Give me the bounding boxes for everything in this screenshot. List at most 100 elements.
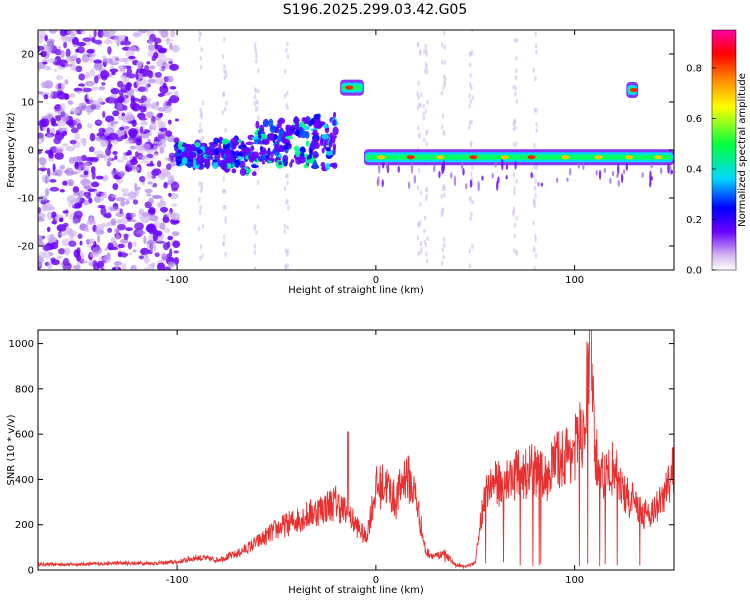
spectrogram-noise-cell: [68, 240, 77, 247]
tone-peak: [561, 155, 570, 160]
spectrogram-noise-cell: [38, 156, 46, 163]
y-tick-label: 20: [21, 50, 34, 61]
spectrogram-streak-cell: [198, 209, 202, 215]
tone-peak: [629, 88, 638, 92]
spectrogram-noise-cell: [167, 119, 172, 125]
spectrogram-noise-cell: [164, 130, 173, 137]
spectrogram-noise-cell: [108, 132, 119, 140]
spectrogram-noise-cell: [101, 174, 109, 181]
colorbar-label: Normalized spectral amplitude: [737, 73, 748, 227]
spectrogram-noise-cell: [124, 36, 129, 42]
spectrogram-streak-cell: [254, 266, 257, 270]
spectrogram-spike-cell: [450, 172, 453, 179]
spectrogram-streak-cell: [424, 108, 428, 114]
spectrogram-noise-cell: [49, 179, 57, 183]
spectrogram-streak-cell: [287, 205, 290, 211]
spectrogram-noise-cell: [70, 127, 79, 134]
spectrogram-noise-cell: [138, 255, 145, 260]
spectrogram-noise-cell: [154, 71, 162, 78]
spectrogram-streak-cell: [469, 119, 472, 125]
spectrogram-noise-cell: [125, 198, 130, 203]
spectrogram-noise-cell: [115, 234, 121, 241]
snr-panel: -100 0 100 0 200 400 600 800 1000 Height of str…: [6, 329, 675, 596]
spectrogram-cluster-cell: [245, 141, 254, 146]
spectrogram-streak-cell: [425, 186, 428, 192]
spectrogram-noise-cell: [69, 139, 77, 145]
spectrogram-streak-cell: [470, 140, 473, 146]
spectrogram-noise-cell: [162, 82, 167, 89]
spectrogram-streak-cell: [256, 180, 260, 186]
spectrogram-noise-cell: [103, 39, 114, 45]
spectrogram-noise-cell: [89, 132, 96, 142]
spectrogram-streak-cell: [199, 112, 202, 118]
spectrogram-noise-cell: [86, 219, 97, 225]
spectrogram-noise-cell: [138, 117, 148, 121]
spectrogram-cluster-cell: [175, 156, 183, 165]
spectrogram-streak-cell: [443, 76, 447, 82]
spectrogram-noise-cell: [155, 240, 165, 244]
spectrogram-noise-cell: [62, 113, 70, 122]
spectrogram-spike-cell: [659, 167, 663, 175]
spectrogram-cluster-cell: [214, 148, 220, 156]
spectrogram-spike-cell: [617, 179, 620, 187]
spectrogram-spike-cell: [650, 163, 653, 169]
spectrogram-streak-cell: [224, 69, 227, 75]
spectrogram-noise-cell: [147, 50, 154, 57]
spectrogram-noise-cell: [117, 95, 125, 104]
spectrogram-noise-cell: [100, 192, 105, 199]
spectrogram-x-ticks: -100 0 100: [166, 30, 584, 286]
spectrogram-streak-cell: [423, 49, 426, 55]
spectrogram-noise-cell: [131, 241, 137, 247]
spectrogram-streak-cell: [440, 212, 444, 218]
spectrogram-cluster-cell: [328, 139, 333, 148]
spectrogram-spike-cell: [381, 162, 385, 169]
spectrogram-noise-cell: [120, 188, 130, 193]
spectrogram-cluster-cell: [274, 144, 280, 151]
spectrogram-noise-cell: [102, 255, 112, 262]
spectrogram-noise-cell: [122, 156, 128, 160]
spectrogram-cluster-cell: [324, 163, 331, 171]
spectrogram-noise-cell: [57, 248, 66, 255]
spectrogram-noise-cell: [127, 241, 133, 250]
spectrogram-streak-cell: [514, 91, 517, 97]
spectrogram-streak-cell: [533, 142, 536, 148]
snr-frame: [37, 329, 675, 571]
spectrogram-noise-cell: [130, 264, 137, 270]
spectrogram-noise-cell: [79, 222, 86, 230]
spectrogram-noise-cell: [71, 36, 79, 45]
spectrogram-streak-cell: [283, 223, 287, 229]
tone-peak: [436, 155, 445, 160]
spectrogram-streak-cell: [425, 69, 429, 75]
spectrogram-streak-cell: [513, 233, 516, 239]
spectrogram-cluster-cell: [275, 148, 282, 153]
spectrogram-noise-cell: [110, 194, 117, 198]
colorbar-tick-label: 0.4: [686, 164, 702, 175]
spectrogram-noise-cell: [101, 54, 107, 62]
spectrogram-streak-cell: [426, 129, 429, 135]
spectrogram-streak-cell: [255, 53, 258, 59]
spectrogram-cluster-cell: [263, 120, 269, 127]
spectrogram-noise-cell: [69, 107, 80, 115]
spectrogram-noise-cell: [46, 133, 53, 139]
spectrogram-streak-cell: [513, 190, 516, 196]
y-tick-label: 200: [15, 520, 34, 531]
spectrogram-cluster-cell: [278, 161, 282, 166]
spectrogram-noise-cell: [136, 60, 142, 69]
spectrogram-noise-cell: [73, 210, 83, 219]
spectrogram-cluster-cell: [266, 157, 275, 161]
spectrogram-spike-cell: [501, 158, 504, 171]
spectrogram-streak-cell: [440, 260, 444, 266]
spectrogram-noise-cell: [173, 220, 180, 224]
spectrogram-noise-cell: [159, 222, 166, 231]
tone-peak: [654, 155, 663, 160]
y-tick-label: -10: [18, 194, 34, 205]
spectrogram-noise-cell: [148, 215, 159, 222]
spectrogram-streak-cell: [198, 197, 201, 203]
tone-peak: [500, 155, 509, 160]
spectrogram-noise-cell: [62, 143, 69, 147]
spectrogram-cluster-cell: [236, 151, 244, 157]
spectrogram-noise-cell: [132, 249, 137, 253]
spectrogram-streak-cell: [469, 72, 472, 78]
spectrogram-spike-cell: [582, 162, 585, 171]
